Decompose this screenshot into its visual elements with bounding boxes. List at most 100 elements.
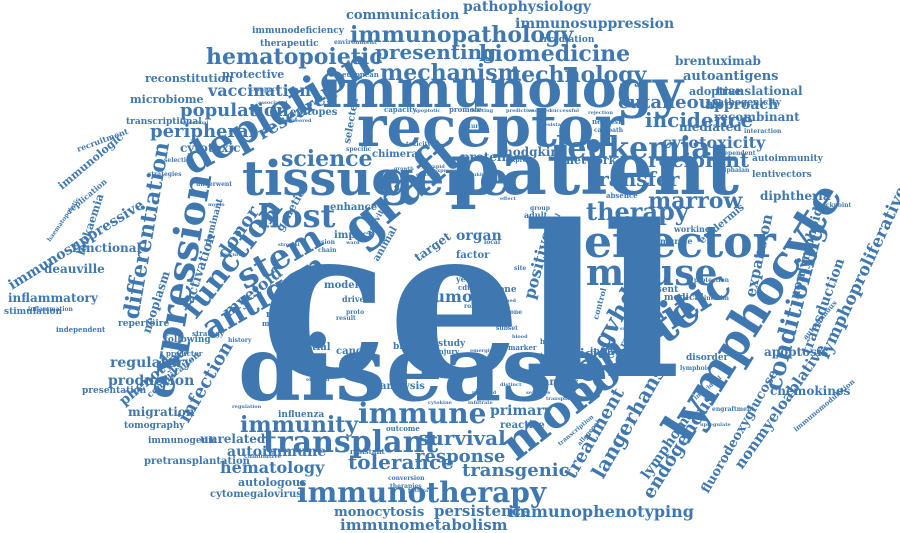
word-rapid: rapid: [430, 164, 445, 170]
word-effect: effect: [500, 196, 517, 202]
word-fusion: fusion: [314, 239, 336, 246]
word-potential: potential: [280, 342, 331, 353]
word-gene: gene: [380, 151, 510, 207]
word-mechanism: mechanism: [380, 60, 521, 86]
word-proto: proto: [346, 309, 364, 316]
word-presenting: presenting: [375, 40, 496, 64]
word-strategy: strategy: [192, 329, 225, 338]
word-network: network: [566, 154, 617, 167]
word-engineered: engineered: [280, 118, 312, 124]
word-recombinant: recombinant: [714, 110, 800, 124]
word-recipient: recipient: [648, 148, 750, 172]
word-factor: factor: [456, 250, 490, 261]
word-growth: growth: [394, 166, 414, 172]
word-tolerance: tolerance: [348, 450, 454, 474]
word-therapy: therapy: [586, 197, 690, 226]
word-pathway: pathway: [408, 488, 432, 494]
word-protection: protection: [694, 277, 730, 284]
word-immunodeficiency: immunodeficiency: [252, 26, 345, 36]
word-cytokine: cytokine: [428, 400, 452, 406]
word-vaccination: vaccination: [207, 81, 311, 100]
word-transfer: transfer: [589, 167, 680, 191]
word-supportive: supportive: [620, 326, 650, 332]
word-therapies: therapies: [390, 483, 422, 490]
word-present: present: [640, 285, 679, 295]
word-effector: effector: [584, 217, 777, 268]
word-enhance: enhance: [330, 202, 377, 213]
word-myelo: myelo: [208, 202, 225, 208]
word-blood: blood: [512, 334, 528, 340]
word-lymphoid: lymphoid: [680, 365, 712, 372]
word-irradiation: irradiation: [540, 35, 595, 45]
word-local: local: [484, 239, 501, 246]
word-procure: procure: [220, 252, 242, 258]
word-suicide: suicide: [563, 347, 615, 362]
word-specific: specific: [346, 146, 372, 153]
word-chronic: chronic: [536, 377, 578, 388]
word-leukemia: leukemia: [556, 131, 711, 166]
word-transplant: transplant: [263, 425, 438, 460]
word-associated: associated: [258, 100, 288, 106]
word-brentuximab: brentuximab: [675, 54, 761, 68]
word-transcriptional: transcriptional: [126, 117, 202, 127]
word-elevated: elevated: [306, 377, 330, 383]
word-cytotoxic: cytotoxic: [180, 141, 240, 155]
word-presentation: presentation: [82, 386, 147, 396]
word-capacity: capacity: [384, 105, 417, 114]
word-epitopes: epitopes: [290, 107, 338, 118]
word-deauville: deauville: [44, 262, 105, 276]
word-technology: technology: [511, 62, 648, 88]
word-incidence: incidence: [645, 108, 753, 132]
word-group: group: [530, 205, 550, 212]
word-immunology: immunology: [322, 59, 685, 120]
word-murine: murine: [660, 236, 692, 246]
word-inflammatory: inflammatory: [8, 291, 99, 305]
word-protective: protective: [222, 68, 284, 81]
word-adult: adult: [524, 210, 548, 220]
word-rejection: rejection: [588, 110, 613, 116]
word-melphalan: melphalan: [714, 167, 750, 174]
word-pretransplantation: pretransplantation: [144, 456, 251, 467]
word-engraftment: engraftment: [712, 406, 754, 413]
word-epidermal: epidermal: [180, 120, 208, 126]
word-protein: protein: [461, 150, 510, 164]
word-communication: communication: [346, 8, 460, 23]
word-biomedicine: biomedicine: [479, 41, 630, 67]
word-outcome: outcome: [386, 424, 420, 433]
word-migration: migration: [128, 405, 195, 419]
word-autologous: autologous: [238, 476, 306, 489]
word-cdtr: cdtr: [458, 283, 474, 292]
word-impact: impact: [334, 230, 373, 241]
word-tomography: tomography: [124, 421, 185, 431]
word-tumor: tumor: [426, 287, 482, 306]
word-marker: marker: [508, 343, 537, 352]
word-cumulative: cumulative: [244, 453, 281, 460]
word-apoptotic: apoptotic: [414, 108, 440, 114]
word-subset: subset: [496, 325, 518, 332]
word-drive: drive: [342, 294, 365, 304]
word-autoantigens: autoantigens: [683, 69, 779, 84]
word-natural: natural: [460, 123, 485, 130]
word-compact: compact: [250, 86, 279, 93]
word-lentivectors: lentivectors: [752, 170, 812, 180]
word-upregulate: upregulate: [700, 422, 731, 428]
word-site: site: [514, 265, 526, 272]
word-toxicity: toxicity: [406, 141, 431, 148]
word-predictive: predictive: [506, 108, 534, 114]
word-study: study: [438, 339, 466, 349]
word-chemokines: chemokines: [770, 384, 851, 398]
word-peripheral: peripheral: [150, 121, 256, 142]
word-chain: chain: [318, 247, 337, 254]
word-working: working: [673, 224, 711, 234]
word-cutaneous: cutaneous: [618, 92, 722, 113]
word-transgenic: transgenic: [462, 460, 570, 481]
word-adoptive: adoptive: [689, 85, 742, 98]
word-expressing: expressing: [434, 168, 465, 174]
word-infusion: infusion: [590, 347, 632, 357]
word-emerging: emerging: [470, 348, 497, 354]
word-culture: culture: [416, 172, 436, 178]
word-mediated: mediated: [679, 120, 742, 134]
word-medical: medical: [664, 293, 704, 303]
